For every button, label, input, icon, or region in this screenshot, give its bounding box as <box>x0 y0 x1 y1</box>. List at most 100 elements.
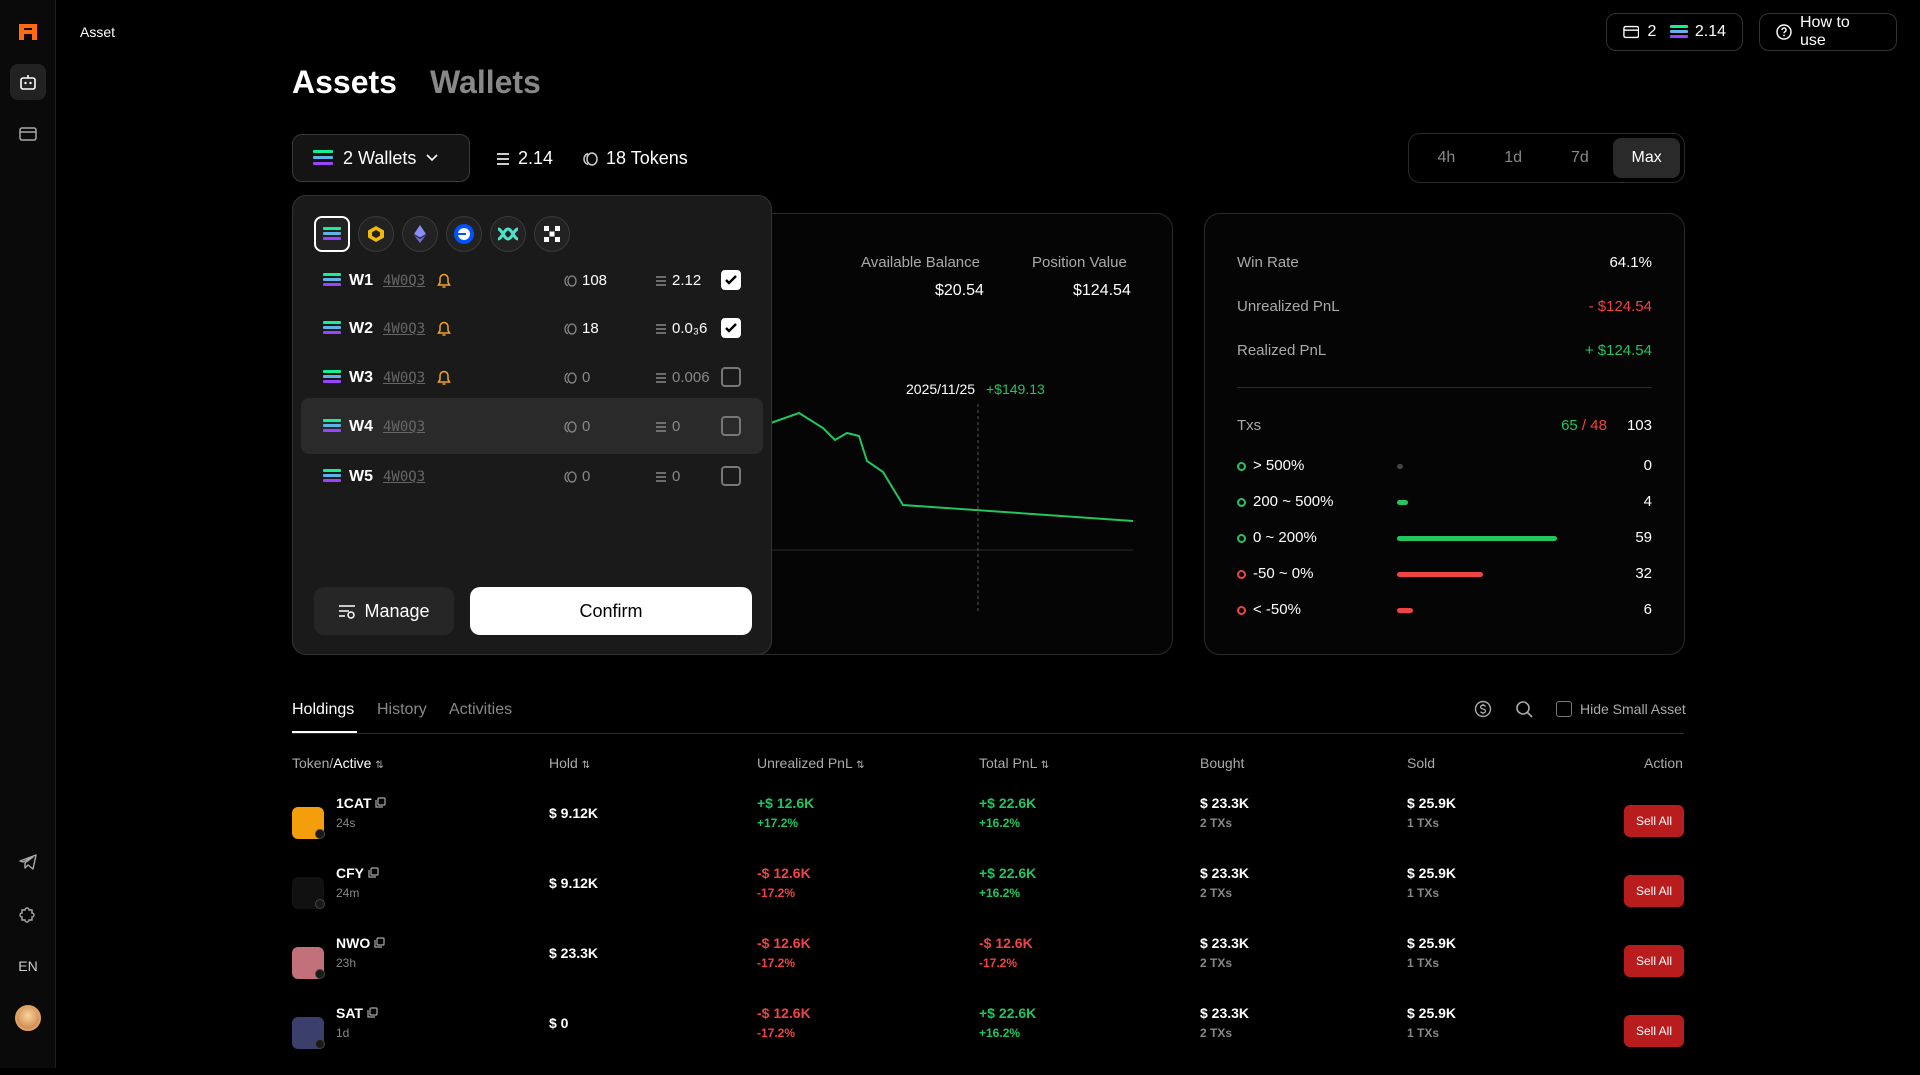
sol-lines-icon <box>656 372 666 383</box>
app-logo-icon[interactable] <box>10 14 46 50</box>
wallet-row-1[interactable]: W1 4W0Q3 108 2.12 <box>301 252 763 308</box>
telegram-icon[interactable] <box>10 844 46 880</box>
coins-icon <box>564 470 577 483</box>
txs-separator: / <box>1577 417 1591 434</box>
wallet-address[interactable]: 4W0Q3 <box>383 469 426 485</box>
sell-all-button[interactable]: Sell All <box>1624 805 1684 837</box>
sol-balance: 2.14 <box>1694 23 1726 40</box>
hide-small-asset-toggle[interactable]: Hide Small Asset <box>1556 701 1686 717</box>
tab-history[interactable]: History <box>377 701 427 718</box>
chain-base[interactable] <box>446 216 482 252</box>
range-label: 0 ~ 200% <box>1253 529 1317 546</box>
table-row[interactable]: CFY 24m $ 9.12K -$ 12.6K -17.2% +$ 22.6K +16.… <box>292 865 1684 935</box>
bought-value: $ 23.3K <box>1200 1005 1250 1021</box>
total-pnl-pct: +16.2% <box>979 816 1021 830</box>
platform-badge <box>315 899 325 909</box>
wallet-summary-pill[interactable]: 2 2.14 <box>1606 13 1743 51</box>
sidebar-item-wallet[interactable] <box>10 116 46 152</box>
manage-icon <box>339 605 356 619</box>
sell-all-button[interactable]: Sell All <box>1624 945 1684 977</box>
wallet-token-count: 0 <box>563 369 590 386</box>
tab-activities[interactable]: Activities <box>449 701 513 718</box>
wallet-select-label: 2 Wallets <box>343 147 417 168</box>
range-count: 0 <box>1643 457 1652 474</box>
wallet-checkbox[interactable] <box>721 270 741 290</box>
bell-icon[interactable] <box>437 273 451 289</box>
wallet-checkbox[interactable] <box>721 416 741 436</box>
wallet-row-5[interactable]: W5 4W0Q3 0 0 <box>301 448 763 504</box>
timeframe-4h[interactable]: 4h <box>1437 149 1456 166</box>
avatar[interactable] <box>10 1000 46 1036</box>
column-hold[interactable]: Hold ⇅ <box>549 755 591 771</box>
bell-icon[interactable] <box>437 370 451 386</box>
chain-ethereum[interactable] <box>402 216 438 252</box>
chain-solana[interactable] <box>314 216 350 252</box>
hide-small-asset-label: Hide Small Asset <box>1580 701 1686 717</box>
total-pnl: +$ 22.6K <box>979 865 1037 881</box>
column-token[interactable]: Token/Active ⇅ <box>292 755 384 771</box>
manage-button[interactable]: Manage <box>314 587 454 635</box>
wallet-select[interactable]: 2 Wallets <box>292 134 470 182</box>
sidebar-item-asset[interactable] <box>10 64 46 100</box>
hide-small-asset-checkbox[interactable] <box>1556 701 1572 717</box>
realized-pnl-label: Realized PnL <box>1237 342 1327 359</box>
txs-total: 103 <box>1626 417 1652 434</box>
column-unrealized-pnl[interactable]: Unrealized PnL ⇅ <box>757 755 865 771</box>
column-sold: Sold <box>1407 755 1436 771</box>
stats-divider <box>1237 387 1652 388</box>
wallet-name: W1 <box>349 272 373 289</box>
bought-txs: 2 TXs <box>1200 886 1233 900</box>
copy-icon[interactable] <box>368 867 379 878</box>
how-to-use-button[interactable]: How to use <box>1759 13 1897 51</box>
range-bar <box>1397 500 1408 505</box>
wallet-address[interactable]: 4W0Q3 <box>383 273 426 289</box>
tab-assets[interactable]: Assets <box>292 64 397 100</box>
currency-toggle-icon[interactable] <box>1474 700 1492 718</box>
confirm-button[interactable]: Confirm <box>470 587 752 635</box>
active-tab-indicator <box>292 731 357 733</box>
timeframe-max[interactable]: Max <box>1613 138 1680 178</box>
wallet-checkbox[interactable] <box>721 367 741 387</box>
timeframe-7d[interactable]: 7d <box>1570 149 1589 166</box>
table-row[interactable]: NWO 23h $ 23.3K -$ 12.6K -17.2% -$ 12.6K -17.… <box>292 935 1684 1005</box>
sell-all-button[interactable]: Sell All <box>1624 1015 1684 1047</box>
tab-holdings[interactable]: Holdings <box>292 701 355 718</box>
wallet-checkbox[interactable] <box>721 466 741 486</box>
search-icon[interactable] <box>1515 700 1533 718</box>
range-dot <box>1237 498 1246 507</box>
timeframe-1d[interactable]: 1d <box>1504 149 1523 166</box>
range-bar <box>1397 608 1413 613</box>
column-total-pnl[interactable]: Total PnL ⇅ <box>979 755 1050 771</box>
bought-txs: 2 TXs <box>1200 816 1233 830</box>
bought-value: $ 23.3K <box>1200 865 1250 881</box>
chain-bnb[interactable] <box>358 216 394 252</box>
table-row[interactable]: SAT 1d $ 0 -$ 12.6K -17.2% +$ 22.6K +16.2% $ 2… <box>292 1005 1684 1075</box>
chain-sui[interactable] <box>490 216 526 252</box>
range-bar <box>1397 464 1403 469</box>
language-button[interactable]: EN <box>18 958 38 974</box>
copy-icon[interactable] <box>374 937 385 948</box>
coins-icon <box>583 151 598 166</box>
sell-all-button[interactable]: Sell All <box>1624 875 1684 907</box>
wallet-row-2[interactable]: W2 4W0Q3 18 0.0₃6 <box>301 300 763 356</box>
chain-okx[interactable] <box>534 216 570 252</box>
wallet-row-4[interactable]: W4 4W0Q3 0 0 <box>301 398 763 454</box>
wallet-balance: 2.12 <box>655 272 701 289</box>
sidebar: EN <box>0 0 56 1068</box>
tab-wallets[interactable]: Wallets <box>430 64 541 100</box>
table-row[interactable]: 1CAT 24s $ 9.12K +$ 12.6K +17.2% +$ 22.6K +16… <box>292 795 1684 865</box>
bell-icon[interactable] <box>437 321 451 337</box>
wallet-address[interactable]: 4W0Q3 <box>383 419 426 435</box>
win-rate-value: 64.1% <box>1609 254 1652 271</box>
extension-icon[interactable] <box>10 896 46 932</box>
wallet-checkbox[interactable] <box>721 318 741 338</box>
wallet-address[interactable]: 4W0Q3 <box>383 321 426 337</box>
copy-icon[interactable] <box>375 797 387 808</box>
sold-value: $ 25.9K <box>1407 795 1457 811</box>
sold-txs: 1 TXs <box>1407 816 1440 830</box>
copy-icon[interactable] <box>367 1007 378 1018</box>
wallet-row-3[interactable]: W3 4W0Q3 0 0.006 <box>301 349 763 405</box>
wallet-address[interactable]: 4W0Q3 <box>383 370 426 386</box>
bought-txs: 2 TXs <box>1200 956 1233 970</box>
total-balance-value: 2.14 <box>518 148 554 168</box>
